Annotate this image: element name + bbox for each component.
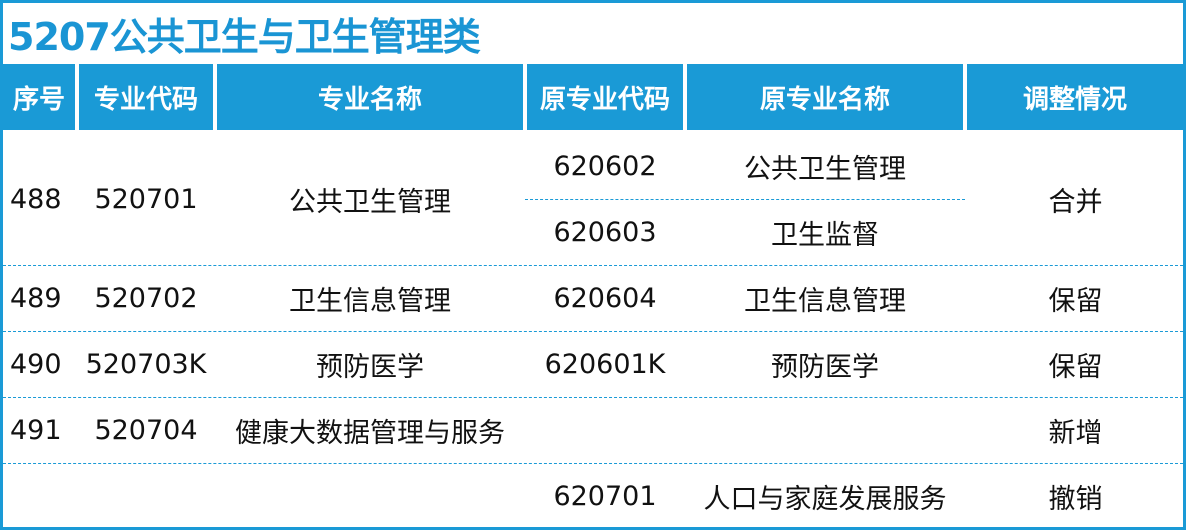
- cell-name: 预防医学: [316, 351, 424, 383]
- cell-orig-code: 620601K: [544, 348, 666, 380]
- cell-seq: 490: [10, 348, 62, 380]
- cell-code: 520703K: [85, 348, 207, 380]
- cell-code: [77, 463, 215, 530]
- cell-orig-code: 620603: [553, 216, 657, 248]
- page-title: 5207公共卫生与卫生管理类: [8, 15, 481, 59]
- cell-name: [215, 463, 525, 530]
- header-name: 专业名称: [217, 64, 523, 130]
- row-divider: [3, 463, 1183, 464]
- cell-name: 卫生信息管理: [289, 285, 451, 317]
- cell-seq: 491: [10, 414, 62, 446]
- cell-orig-code: [525, 397, 685, 463]
- cell-status: 保留: [1048, 351, 1103, 383]
- cell-orig-code: 620701: [553, 481, 657, 512]
- cell-status: 撤销: [1048, 484, 1103, 515]
- cell-orig-name: 卫生监督: [771, 219, 879, 251]
- cell-name: 公共卫生管理: [289, 186, 451, 218]
- cell-orig-name: 预防医学: [771, 351, 879, 383]
- header-orig-code: 原专业代码: [527, 64, 683, 130]
- cell-status: 保留: [1048, 285, 1103, 317]
- row-divider: [3, 331, 1183, 332]
- header-status: 调整情况: [967, 64, 1183, 130]
- cell-orig-code: 620602: [553, 150, 657, 182]
- cell-orig-name: 公共卫生管理: [744, 153, 906, 185]
- cell-orig-name: 卫生信息管理: [744, 285, 906, 317]
- cell-code: 520702: [94, 282, 198, 314]
- cell-status: 合并: [1048, 186, 1103, 218]
- row-divider: [3, 265, 1183, 266]
- cell-seq: 489: [10, 282, 62, 314]
- cell-orig-name: 人口与家庭发展服务: [703, 484, 947, 515]
- cell-code: 520704: [94, 414, 198, 446]
- cell-seq: [0, 463, 87, 530]
- cell-orig-name: [685, 397, 965, 463]
- cell-orig-code: 620604: [553, 282, 657, 314]
- cell-status: 新增: [1048, 417, 1103, 449]
- cell-seq: 488: [10, 183, 62, 215]
- header-orig-name: 原专业名称: [687, 64, 963, 130]
- header-code: 专业代码: [79, 64, 213, 130]
- cell-code: 520701: [94, 183, 198, 215]
- header-seq: 序号: [3, 64, 75, 130]
- row-divider: [525, 199, 965, 200]
- cell-name: 健康大数据管理与服务: [235, 417, 505, 449]
- row-divider: [3, 397, 1183, 398]
